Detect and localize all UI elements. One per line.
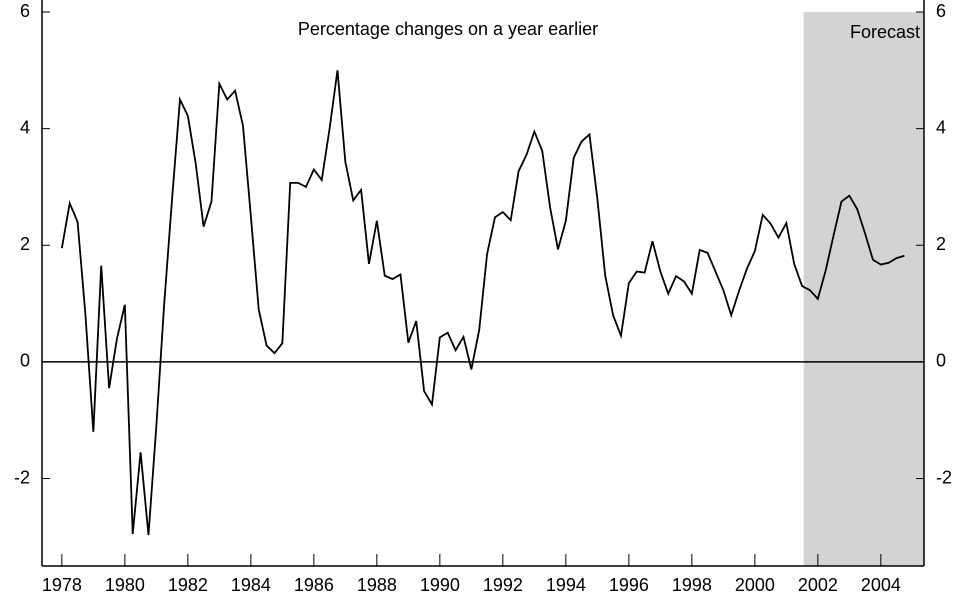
series-line <box>60 70 905 536</box>
y-tick-label: 6 <box>20 1 30 21</box>
x-tick-label: 1986 <box>294 575 334 595</box>
y2-tick-label: 4 <box>936 117 946 137</box>
y2-tick-label: -2 <box>936 467 952 487</box>
x-tick-label: 1982 <box>168 575 208 595</box>
x-tick-label: 1984 <box>231 575 271 595</box>
forecast-shade <box>803 12 924 566</box>
annotation: Percentage changes on a year earlier <box>298 19 598 39</box>
x-tick-label: 1996 <box>609 575 649 595</box>
y2-tick-label: 0 <box>936 351 946 371</box>
x-tick-label: 2000 <box>735 575 775 595</box>
x-tick-label: 2002 <box>798 575 838 595</box>
x-tick-label: 1992 <box>483 575 523 595</box>
y2-tick-label: 2 <box>936 234 946 254</box>
x-tick-label: 1978 <box>42 575 82 595</box>
y-tick-label: 2 <box>20 234 30 254</box>
x-tick-label: 1980 <box>105 575 145 595</box>
x-tick-label: 1988 <box>357 575 397 595</box>
forecast-label: Forecast <box>850 22 920 42</box>
x-tick-label: 1994 <box>546 575 586 595</box>
y-tick-label: 0 <box>20 351 30 371</box>
y2-tick-label: 6 <box>936 1 946 21</box>
x-tick-label: 1998 <box>672 575 712 595</box>
y-tick-label: 4 <box>20 117 30 137</box>
x-tick-label: 2004 <box>861 575 901 595</box>
x-tick-label: 1990 <box>420 575 460 595</box>
y-tick-label: -2 <box>14 467 30 487</box>
